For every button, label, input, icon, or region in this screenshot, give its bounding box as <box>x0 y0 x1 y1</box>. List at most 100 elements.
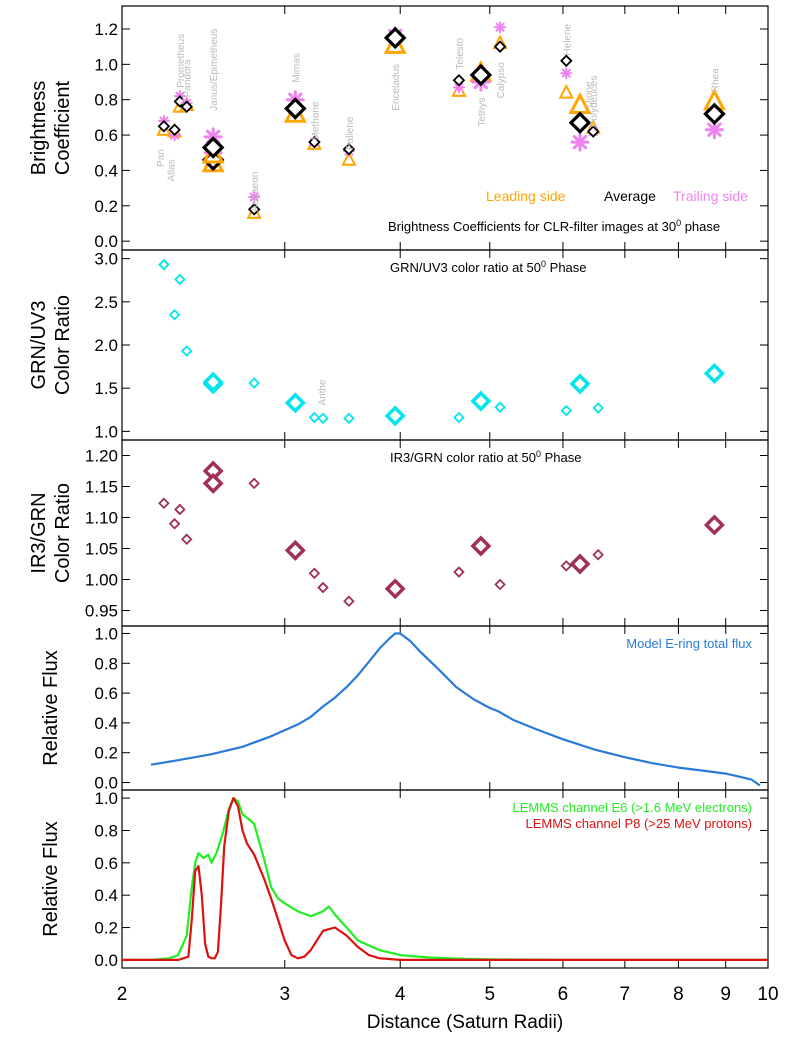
series-legend-e-ring-0: Model E-ring total flux <box>626 636 752 651</box>
y-axis-label-line: Relative Flux <box>40 821 62 937</box>
y-axis-label-e-ring: Relative Flux <box>40 650 62 766</box>
average-diamond <box>560 54 573 68</box>
average-diamond <box>469 63 493 87</box>
y-tick-label: 1.0 <box>94 789 118 808</box>
y-tick-label: 0.6 <box>94 854 118 873</box>
moon-label: Pallene <box>345 116 356 150</box>
ratio-diamond-grn-uv3 <box>158 258 170 271</box>
y-tick-label: 0.4 <box>94 714 118 733</box>
y-tick-label: 0.2 <box>94 744 118 763</box>
panel-frame-lemms <box>121 789 769 969</box>
average-diamond <box>568 111 592 134</box>
ratio-diamond-ir3-grn <box>158 497 170 510</box>
trailing-asterisk-stroke <box>572 134 588 150</box>
moon-label: Helene <box>562 23 573 55</box>
ratio-diamond-grn-uv3 <box>248 377 260 389</box>
y-tick-label: 0.6 <box>94 684 118 703</box>
ratio-diamond-ir3-grn <box>284 539 306 561</box>
y-axis-label-line: Coefficient <box>52 80 74 175</box>
moon-label: Calypso <box>496 62 507 99</box>
y-tick-label: 0.95 <box>85 602 118 621</box>
moon-label: Pandora <box>183 59 194 97</box>
ratio-diamond-grn-uv3 <box>703 363 725 384</box>
panel-frame-grn-uv3 <box>121 249 769 441</box>
ratio-diamond-ir3-grn <box>470 535 492 557</box>
leading-triangle <box>341 151 357 166</box>
x-axis-label: Distance (Saturn Radii) <box>367 1012 563 1033</box>
ratio-diamond-ir3-grn <box>317 581 329 594</box>
moon-label: Polydeuces <box>589 76 600 128</box>
y-tick-label: 1.00 <box>85 571 118 590</box>
moon-label: Rhea <box>710 68 721 92</box>
x-tick-label: 5 <box>484 984 495 1005</box>
average-diamond <box>247 203 261 216</box>
trailing-asterisk-stroke <box>561 68 571 78</box>
moon-label: Prometheus <box>176 34 187 88</box>
ratio-diamond-ir3-grn <box>453 566 465 578</box>
y-axis-label-line: Color Ratio <box>52 483 74 583</box>
series-legend-lemms-0: LEMMS channel E6 (>1.6 MeV electrons) <box>512 800 752 815</box>
y-tick-label: 1.0 <box>94 422 118 441</box>
moon-label: Tethys <box>477 98 488 127</box>
ratio-diamond-grn-uv3 <box>308 411 321 424</box>
legend-average: Average <box>604 188 656 204</box>
ratio-diamond-grn-uv3 <box>284 392 306 414</box>
ratio-diamond-grn-uv3 <box>174 273 186 286</box>
x-tick-label: 4 <box>395 984 406 1005</box>
ratio-diamond-grn-uv3 <box>453 411 465 424</box>
trailing-asterisk-stroke <box>249 192 259 202</box>
average-diamond <box>586 125 600 138</box>
trailing-asterisk <box>248 190 261 203</box>
average-diamond <box>342 142 356 156</box>
series-line-e-ring-0 <box>150 632 761 787</box>
y-tick-label: 0.0 <box>94 951 118 970</box>
moon-label: Mimas <box>291 53 302 82</box>
average-diamond <box>308 135 321 149</box>
average-diamond <box>168 123 181 137</box>
series-legend-lemms-1: LEMMS channel P8 (>25 MeV protons) <box>525 816 752 831</box>
ratio-diamond-grn-uv3 <box>168 309 181 321</box>
y-axis-label-brightness: Brightness Coefficient <box>28 80 74 175</box>
ratio-diamond-ir3-grn <box>248 477 260 490</box>
ratio-diamond-ir3-grn <box>592 548 604 561</box>
panel-annotation-grn-uv3: GRN/UV3 color ratio at 500 Phase <box>390 259 587 275</box>
ratio-diamond-ir3-grn <box>168 517 181 530</box>
x-tick-label: 8 <box>673 984 684 1005</box>
ratio-diamond-ir3-grn <box>384 578 406 600</box>
y-tick-label: 0.8 <box>94 654 118 673</box>
x-tick-label: 7 <box>620 984 631 1005</box>
x-tick-label: 10 <box>757 984 778 1005</box>
y-tick-label: 1.05 <box>85 540 118 559</box>
average-diamond <box>284 97 307 120</box>
x-tick-label: 9 <box>720 984 731 1005</box>
ratio-diamond-grn-uv3 <box>569 373 591 395</box>
x-tick-label: 6 <box>558 984 569 1005</box>
ratio-diamond-grn-uv3 <box>180 345 193 357</box>
moon-label: Atlas <box>167 159 178 181</box>
trailing-asterisk <box>560 67 573 80</box>
ratio-diamond-ir3-grn <box>202 472 224 494</box>
ratio-diamond-grn-uv3 <box>384 405 406 427</box>
y-axis-label-line: GRN/UV3 <box>28 301 50 390</box>
y-tick-label: 1.0 <box>94 55 118 74</box>
ratio-diamond-grn-uv3 <box>343 412 355 425</box>
y-tick-label: 0.8 <box>94 91 118 110</box>
ratio-diamond-grn-uv3 <box>592 402 604 414</box>
trailing-asterisk <box>494 21 507 34</box>
ratio-diamond-ir3-grn <box>494 578 506 591</box>
y-tick-label: 2.0 <box>94 336 118 355</box>
average-diamond <box>157 119 171 133</box>
trailing-asterisk-stroke <box>707 122 722 137</box>
moon-label: Methone <box>310 101 321 140</box>
trailing-asterisk <box>570 132 590 152</box>
y-axis-label-line: IR3/GRN <box>28 492 50 573</box>
panel-annotation-ir3-grn: IR3/GRN color ratio at 500 Phase <box>390 449 581 465</box>
y-tick-label: 1.5 <box>94 379 118 398</box>
y-axis-label-line: Color Ratio <box>52 295 74 395</box>
y-axis-label-grn-uv3: GRN/UV3 Color Ratio <box>28 295 74 395</box>
y-tick-label: 1.20 <box>85 447 118 466</box>
y-tick-label: 1.0 <box>94 624 118 643</box>
series-line-lemms-0 <box>122 797 768 961</box>
trailing-asterisk-stroke <box>495 22 505 32</box>
